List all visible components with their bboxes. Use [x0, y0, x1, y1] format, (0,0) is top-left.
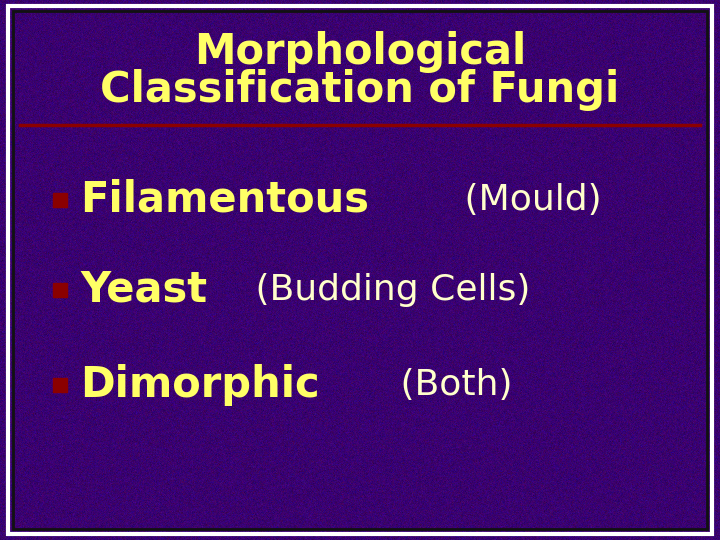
- Text: (Budding Cells): (Budding Cells): [244, 273, 531, 307]
- Text: (Mould): (Mould): [453, 183, 601, 217]
- Bar: [53, 283, 67, 297]
- Text: Filamentous: Filamentous: [80, 179, 369, 221]
- Bar: [53, 193, 67, 207]
- Text: Classification of Fungi: Classification of Fungi: [100, 69, 620, 111]
- Text: (Both): (Both): [390, 368, 513, 402]
- Text: Dimorphic: Dimorphic: [80, 364, 320, 406]
- Text: Morphological: Morphological: [194, 31, 526, 73]
- Bar: [53, 378, 67, 392]
- Text: Yeast: Yeast: [80, 269, 207, 311]
